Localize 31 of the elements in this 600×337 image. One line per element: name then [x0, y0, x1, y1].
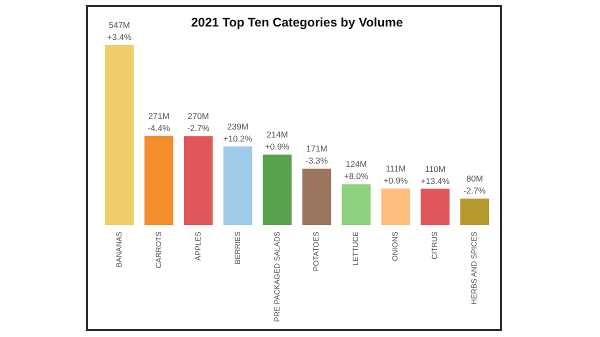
bar — [302, 168, 332, 225]
data-label: 214M — [266, 130, 288, 140]
annotation: -2.7% — [187, 123, 210, 134]
data-label: 271M — [148, 110, 170, 121]
bar — [381, 188, 410, 225]
bar — [223, 146, 252, 225]
data-label: 110M — [424, 164, 446, 174]
bar — [262, 154, 292, 225]
annotation: -2.7% — [464, 186, 486, 196]
bar — [342, 184, 371, 225]
bar — [460, 198, 490, 225]
annotation: +13.4% — [420, 176, 450, 186]
bar — [420, 188, 450, 225]
data-label: 124M — [346, 159, 367, 170]
annotation: +10.2% — [223, 133, 253, 144]
chart-title: 2021 Top Ten Categories by Volume — [191, 16, 403, 30]
annotation: -3.3% — [306, 156, 328, 166]
data-label: 239M — [227, 121, 248, 132]
data-label: 80M — [466, 174, 483, 184]
data-label: 547M — [108, 20, 130, 30]
bar — [184, 136, 213, 225]
annotation: -4.4% — [148, 122, 170, 133]
annotation: +8.0% — [344, 171, 369, 182]
annotation: +3.4% — [107, 32, 132, 42]
annotation: +0.9% — [265, 142, 290, 152]
data-label: 111M — [386, 163, 406, 174]
data-label: 270M — [188, 111, 209, 122]
bar — [104, 45, 134, 225]
bar — [144, 136, 174, 225]
annotation: +0.9% — [384, 175, 408, 186]
data-label: 171M — [306, 144, 328, 154]
